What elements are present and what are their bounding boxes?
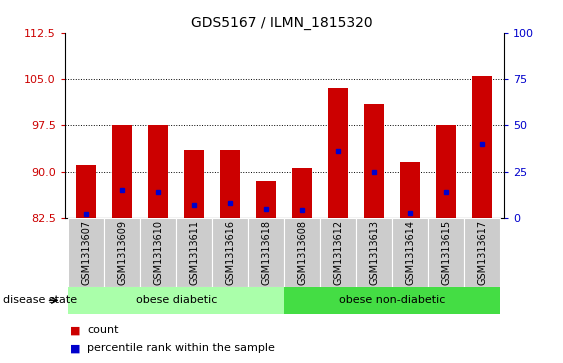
Text: GSM1313617: GSM1313617 [477, 220, 488, 285]
Text: percentile rank within the sample: percentile rank within the sample [87, 343, 275, 354]
Bar [256, 181, 276, 218]
Bar [392, 218, 428, 287]
Bar [221, 150, 240, 218]
Text: GSM1313616: GSM1313616 [225, 220, 235, 285]
Bar [77, 166, 96, 218]
Bar [176, 218, 212, 287]
Text: obese diabetic: obese diabetic [136, 295, 217, 305]
Text: GSM1313610: GSM1313610 [153, 220, 163, 285]
Bar [140, 218, 176, 287]
Text: GSM1313612: GSM1313612 [333, 220, 343, 285]
Bar [400, 162, 420, 218]
Text: ■: ■ [70, 325, 81, 335]
Bar [428, 218, 464, 287]
Text: GSM1313608: GSM1313608 [297, 220, 307, 285]
Bar [356, 218, 392, 287]
Text: obese non-diabetic: obese non-diabetic [339, 295, 445, 305]
Bar [149, 125, 168, 218]
Text: GSM1313607: GSM1313607 [81, 220, 91, 285]
Bar [472, 76, 492, 218]
Text: GDS5167 / ILMN_1815320: GDS5167 / ILMN_1815320 [191, 16, 372, 30]
Bar [320, 218, 356, 287]
Bar [68, 287, 284, 314]
Bar [364, 104, 384, 218]
Text: GSM1313609: GSM1313609 [117, 220, 127, 285]
Bar [113, 125, 132, 218]
Bar [436, 125, 456, 218]
Bar [284, 218, 320, 287]
Text: count: count [87, 325, 119, 335]
Bar [212, 218, 248, 287]
Bar [328, 88, 348, 218]
Text: GSM1313611: GSM1313611 [189, 220, 199, 285]
Bar [292, 168, 312, 218]
Text: GSM1313613: GSM1313613 [369, 220, 379, 285]
Bar [464, 218, 501, 287]
Text: ■: ■ [70, 343, 81, 354]
Bar [284, 287, 501, 314]
Bar [104, 218, 140, 287]
Bar [248, 218, 284, 287]
Bar [68, 218, 104, 287]
Bar [185, 150, 204, 218]
Text: GSM1313618: GSM1313618 [261, 220, 271, 285]
Text: disease state: disease state [3, 295, 77, 305]
Text: GSM1313615: GSM1313615 [441, 220, 452, 285]
Text: GSM1313614: GSM1313614 [405, 220, 415, 285]
